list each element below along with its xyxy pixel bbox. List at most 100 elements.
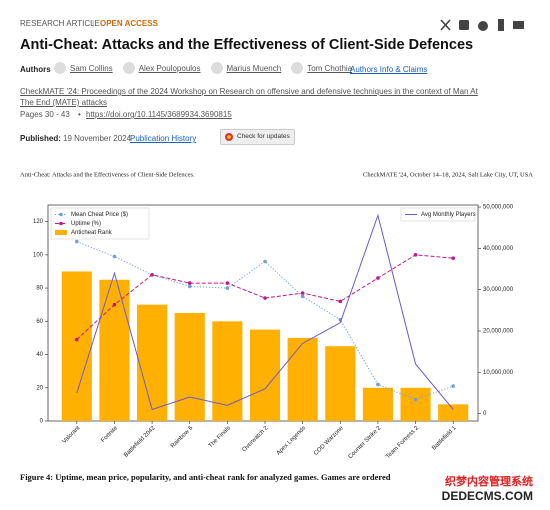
author-avatar [291, 62, 304, 74]
check-updates-button[interactable]: Check for updates [220, 129, 295, 145]
bar [325, 346, 356, 421]
proceedings-link[interactable]: CheckMATE '24: Proceedings of the 2024 W… [20, 87, 478, 107]
pages: Pages 30 - 43 [20, 110, 70, 119]
y-tick-label: 0 [40, 419, 44, 425]
share-linkedin[interactable] [459, 20, 469, 30]
series-marker [187, 281, 192, 285]
series-marker [451, 256, 455, 260]
bar [212, 321, 243, 421]
article-type: RESEARCH ARTICLE [20, 19, 100, 28]
bar [362, 387, 393, 421]
author-list: Sam Collins Alex Poulopoulos Marius Muench… [54, 62, 352, 74]
share-x[interactable] [440, 19, 451, 31]
series-marker [263, 259, 267, 264]
authors-info-link[interactable]: Authors Info & Claims [350, 65, 428, 74]
series-line [76, 213, 454, 411]
y-tick-label: 60 [36, 319, 43, 325]
series-marker [413, 397, 418, 402]
series-marker [413, 253, 418, 257]
author-name[interactable]: Sam Collins [70, 63, 113, 73]
check-icon [225, 133, 233, 141]
author-name[interactable]: Tom Chothia [307, 63, 353, 73]
author-avatar [210, 62, 223, 74]
legend-label: Uptime (%) [71, 221, 101, 227]
bar [438, 404, 469, 421]
legend-marker [59, 221, 63, 226]
x-tick-label: Rainbow 6 [170, 425, 195, 450]
venue: CheckMATE '24, October 14–18, 2024, Salt… [363, 171, 533, 178]
series-marker [112, 254, 117, 259]
series-marker [300, 294, 305, 299]
article-title: Anti-Cheat: Attacks and the Effectivenes… [20, 37, 474, 53]
x-tick-label: COD Warzone [313, 425, 345, 457]
author-name[interactable]: Alex Poulopoulos [138, 63, 201, 73]
x-tick-label: Apex Legends [276, 425, 307, 456]
series-marker [300, 291, 305, 295]
bar [400, 387, 431, 421]
check-updates-text: Check for updates [237, 133, 290, 140]
legend-label: Avg Monthly Players [421, 212, 476, 218]
x-tick-label: Team Fortress 2 [385, 425, 420, 460]
x-tick-label: The Finals [208, 425, 232, 449]
series-marker [225, 281, 230, 285]
series-marker [263, 296, 267, 300]
x-tick-label: Battlefield 1 [431, 425, 458, 452]
y-tick-label: 40 [36, 352, 43, 358]
bar [99, 279, 130, 421]
x-tick-label: Fortnite [100, 425, 119, 444]
share-reddit[interactable] [478, 21, 488, 31]
series-marker [376, 276, 380, 280]
legend-swatch [55, 230, 67, 235]
y-tick-label: 20 [36, 385, 43, 391]
access-badge: OPEN ACCESS [100, 19, 158, 28]
legend-box [400, 207, 476, 222]
legend-box [50, 207, 150, 240]
series-marker [338, 299, 343, 304]
figure-caption: Figure 4: Uptime, mean price, popularity… [20, 472, 391, 482]
x-tick-label: Overwatch 2 [241, 425, 270, 454]
series-marker [150, 272, 154, 277]
y2-tick-label: 20,000,000 [483, 329, 514, 335]
author[interactable]: Sam Collins [54, 62, 113, 74]
author-name[interactable]: Marius Muench [226, 63, 282, 73]
series-marker [451, 384, 455, 388]
share-mail[interactable] [513, 21, 524, 29]
authors-label: Authors [20, 65, 51, 74]
running-title: Anti-Cheat: Attacks and the Effectivenes… [20, 171, 195, 178]
author-avatar [54, 62, 66, 74]
y2-tick-label: 40,000,000 [483, 246, 514, 252]
x-tick-label: Battlefield 2042 [123, 425, 157, 459]
doi-link[interactable]: https://doi.org/10.1145/3689934.3690815 [86, 110, 232, 119]
separator: | [92, 19, 95, 28]
author[interactable]: Alex Poulopoulos [122, 62, 201, 74]
author[interactable]: Tom Chothia [291, 62, 352, 74]
x-tick-label: Counter Strike 2 [348, 425, 383, 460]
published-date: 19 November 2024 [63, 134, 132, 143]
watermark-line1: 织梦内容管理系统 [445, 474, 533, 488]
bar [61, 271, 92, 421]
y2-tick-label: 30,000,000 [483, 287, 514, 293]
legend-marker [59, 212, 63, 217]
y-tick-label: 100 [33, 252, 44, 258]
bar [174, 313, 205, 421]
legend-label: Mean Cheat Price ($) [71, 212, 128, 218]
author[interactable]: Marius Muench [210, 62, 282, 74]
series-marker [112, 302, 117, 307]
series-marker [187, 284, 192, 289]
series-marker [225, 286, 230, 290]
legend-label: Anticheat Rank [71, 230, 113, 236]
bar [287, 337, 318, 421]
y2-tick-label: 50,000,000 [483, 205, 514, 211]
publication-history-link[interactable]: Publication History [130, 134, 197, 143]
y-tick-label: 120 [33, 219, 44, 225]
y2-tick-label: 10,000,000 [483, 370, 514, 376]
author-avatar [122, 62, 135, 74]
share-facebook[interactable] [498, 19, 504, 31]
series-marker [376, 382, 380, 387]
bar [137, 304, 168, 421]
x-tick-label: Valorant [62, 425, 82, 445]
series-marker [75, 239, 79, 244]
published-label: Published: [20, 134, 61, 143]
